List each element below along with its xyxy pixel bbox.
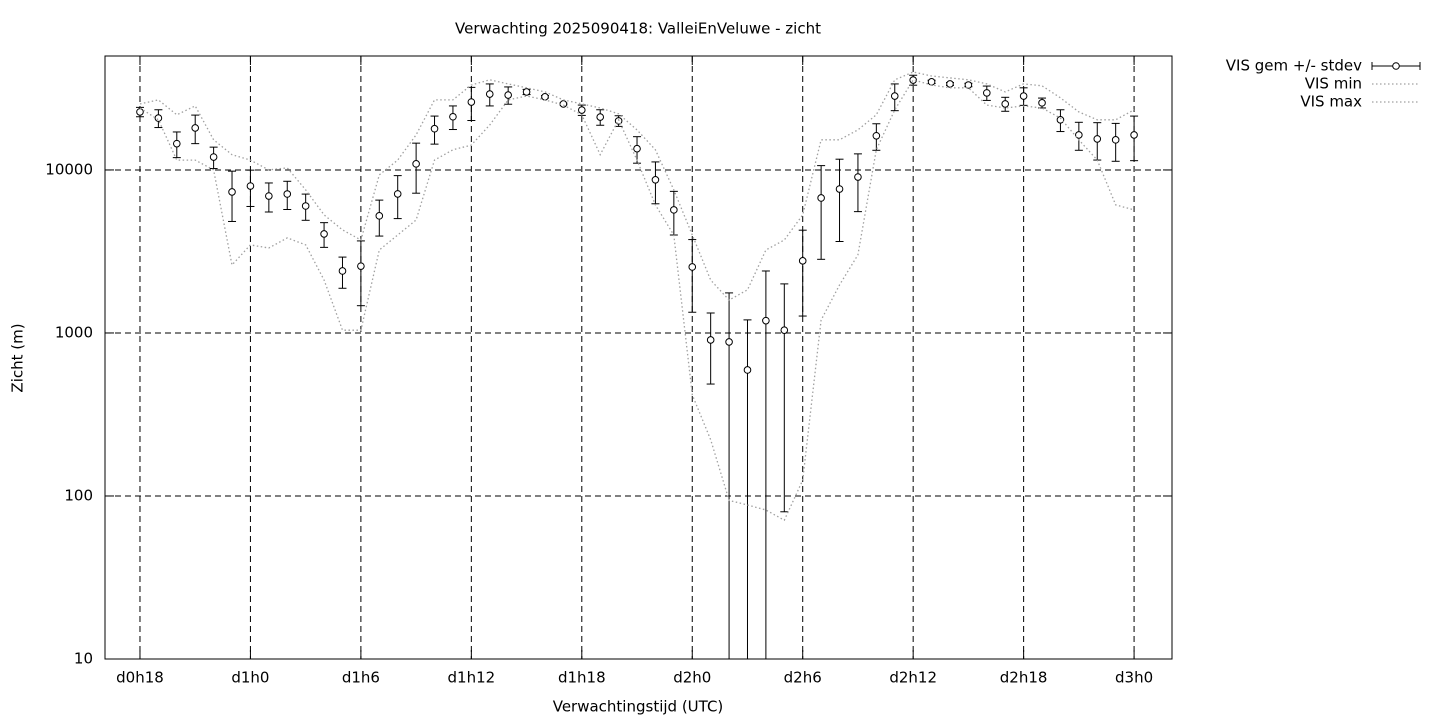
mean-point	[449, 112, 457, 121]
error-bar	[853, 153, 862, 213]
mean-point	[633, 144, 641, 153]
mean-point	[651, 176, 660, 184]
x-tick-label: d2h0	[673, 669, 711, 687]
mean-point	[559, 100, 568, 108]
legend-label: VIS min	[1305, 75, 1362, 93]
mean-point	[522, 88, 531, 96]
x-tick-label: d0h18	[116, 669, 164, 687]
mean-point	[504, 91, 512, 99]
error-bar	[725, 292, 734, 659]
x-tick-label: d2h6	[784, 669, 822, 687]
x-tick-label: d1h6	[342, 669, 380, 687]
mean-point	[577, 106, 586, 114]
mean-point	[467, 98, 476, 106]
error-bar	[743, 319, 752, 659]
error-bar	[688, 239, 697, 313]
mean-point	[1111, 136, 1120, 144]
mean-point	[228, 188, 236, 196]
mean-point	[1019, 92, 1028, 100]
legend-swatch	[1392, 62, 1400, 70]
error-bar	[412, 142, 421, 194]
mean-point	[485, 90, 494, 98]
mean-point	[780, 326, 789, 334]
mean-point	[172, 139, 181, 148]
error-bar	[356, 240, 365, 307]
error-bar	[228, 170, 237, 222]
mean-point	[890, 92, 899, 100]
x-tick-label: d1h0	[231, 669, 269, 687]
error-bar	[761, 270, 770, 659]
mean-point	[872, 131, 881, 140]
mean-point	[927, 78, 936, 86]
chart-title: Verwachting 2025090418: ValleiEnVeluwe -…	[455, 20, 821, 38]
x-axis-label: Verwachtingstijd (UTC)	[553, 698, 724, 716]
range-line	[139, 71, 1135, 301]
mean-point	[1056, 116, 1065, 124]
legend-label: VIS gem +/- stdev	[1226, 57, 1362, 75]
mean-point	[835, 185, 844, 193]
mean-point	[798, 257, 807, 265]
x-tick-label: d1h18	[558, 669, 606, 687]
range-line	[139, 79, 1135, 522]
mean-point	[854, 173, 862, 181]
mean-point	[357, 262, 365, 270]
mean-point	[1130, 131, 1138, 139]
error-bar	[835, 158, 844, 242]
mean-point	[412, 160, 420, 168]
mean-point	[393, 190, 402, 198]
mean-point	[301, 202, 310, 210]
error-bar	[817, 165, 826, 260]
y-tick-label: 100	[64, 486, 93, 504]
x-tick-label: d1h12	[448, 669, 496, 687]
mean-point	[246, 182, 255, 190]
mean-point	[1038, 99, 1046, 107]
mean-point	[338, 267, 347, 275]
x-tick-label: d3h0	[1115, 669, 1153, 687]
mean-point	[320, 230, 328, 238]
mean-point	[596, 113, 605, 121]
mean-point	[706, 336, 715, 344]
mean-point	[817, 194, 825, 202]
mean-point	[725, 338, 733, 346]
mean-point	[1093, 135, 1102, 143]
mean-point	[191, 124, 200, 132]
mean-point	[964, 81, 973, 89]
plot-frame	[104, 55, 1173, 660]
y-tick-label: 10000	[45, 160, 93, 178]
mean-point	[154, 114, 163, 122]
mean-point	[430, 124, 439, 133]
mean-point	[375, 212, 384, 220]
y-tick-label: 10	[74, 650, 93, 668]
error-bar	[706, 312, 715, 385]
mean-point	[983, 89, 991, 97]
mean-point	[283, 190, 292, 198]
mean-point	[209, 153, 218, 161]
error-bar	[798, 229, 807, 317]
mean-point	[946, 80, 954, 88]
mean-point	[1001, 100, 1010, 108]
y-tick-label: 1000	[55, 323, 93, 341]
mean-point	[670, 206, 678, 214]
mean-point	[1075, 131, 1083, 139]
mean-point	[688, 263, 697, 271]
mean-point	[762, 316, 770, 325]
error-bar	[780, 283, 789, 513]
mean-point	[541, 92, 549, 101]
legend-label: VIS max	[1300, 93, 1362, 111]
mean-point	[265, 192, 273, 200]
x-tick-label: d2h12	[889, 669, 937, 687]
x-tick-label: d2h18	[1000, 669, 1048, 687]
y-axis-label: Zicht (m)	[9, 323, 27, 392]
mean-point	[136, 108, 144, 116]
mean-point	[743, 366, 752, 374]
